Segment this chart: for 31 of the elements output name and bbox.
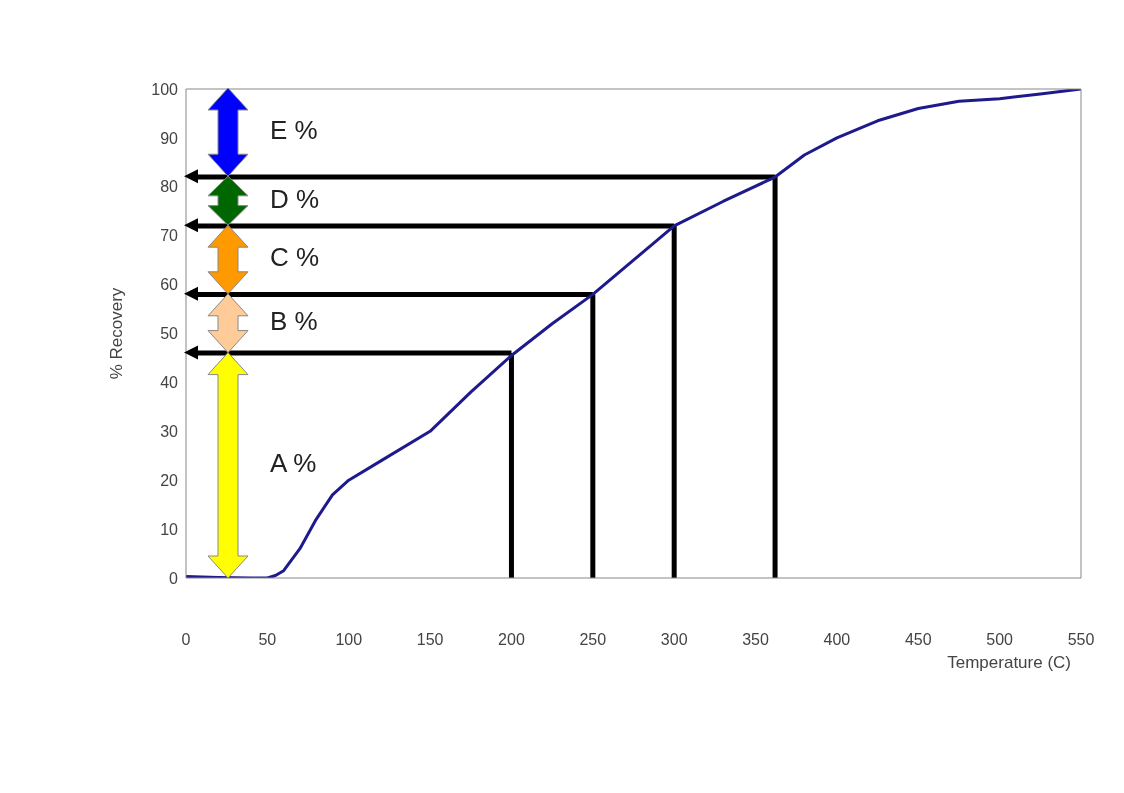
- x-tick-label: 50: [258, 631, 277, 649]
- x-tick-label: 100: [335, 631, 363, 649]
- x-tick-label: 150: [416, 631, 444, 649]
- x-tick-label: 350: [742, 631, 769, 649]
- y-tick-label: 40: [160, 374, 179, 392]
- annotation: C %: [270, 242, 320, 273]
- line-series: [186, 89, 1081, 578]
- annotation: E %: [270, 114, 318, 145]
- x-tick-label: 500: [986, 631, 1014, 649]
- x-axis-title: Temperature (C): [947, 653, 1071, 672]
- annotation: D %: [270, 183, 320, 214]
- y-tick-label: 50: [160, 325, 179, 343]
- y-tick-label: 20: [160, 471, 179, 489]
- y-tick-label: 60: [160, 276, 179, 294]
- x-tick-label: 450: [904, 631, 932, 649]
- annotation: A %: [270, 448, 317, 479]
- y-tick-label: 80: [160, 178, 179, 196]
- x-tick-label: 250: [579, 631, 607, 649]
- x-tick-label: 0: [181, 631, 191, 649]
- x-tick-label: 400: [823, 631, 851, 649]
- y-tick-label: 10: [160, 520, 179, 538]
- y-tick-label: 70: [160, 227, 179, 245]
- x-tick-label: 300: [660, 631, 688, 649]
- y-tick-label: 0: [169, 569, 179, 587]
- annotation: B %: [270, 306, 318, 337]
- x-tick-label: 200: [498, 631, 525, 649]
- y-tick-label: 30: [160, 422, 179, 440]
- x-tick-label: 550: [1067, 631, 1095, 649]
- y-tick-label: 90: [160, 129, 179, 147]
- y-axis-title: % Recovery: [107, 287, 127, 380]
- y-tick-label: 100: [151, 80, 179, 98]
